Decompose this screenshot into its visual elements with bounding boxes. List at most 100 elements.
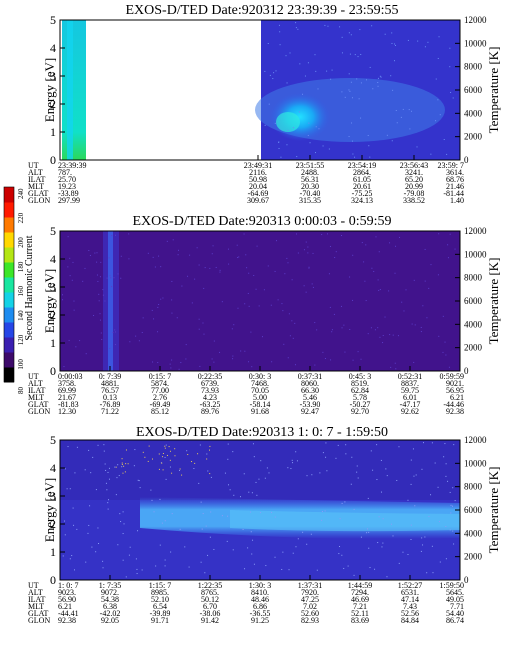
y2-axis-label: Temperature [K] [486,258,501,345]
noise-speck [211,253,213,255]
noise-speck [422,442,424,444]
noise-speck [335,457,337,459]
noise-speck [111,235,113,237]
noise-speck [184,546,186,548]
noise-speck [239,496,241,498]
ut-tick-label: 1:37:31 [298,581,322,590]
noise-speck [219,269,221,271]
noise-speck [66,488,68,490]
y2-tick-label: 4000 [464,108,483,118]
noise-speck [350,81,352,83]
noise-speck [109,275,111,277]
noise-speck [314,364,316,366]
noise-speck [117,273,119,275]
noise-speck [367,333,369,335]
noise-speck [227,458,229,460]
y2-tick-label: 2000 [464,343,483,353]
noise-speck [186,450,188,452]
y-tick-label: 5 [50,433,56,447]
noise-speck [375,236,377,238]
noise-speck [69,275,71,277]
noise-speck [202,513,204,515]
noise-speck [312,286,314,288]
noise-speck [125,576,127,578]
noise-speck [377,327,379,329]
noise-speck [410,110,412,112]
ephemeris-value: -53.90 [300,400,321,409]
noise-speck [341,554,343,556]
ephemeris-value: 76.57 [101,386,119,395]
noise-speck [450,504,452,506]
noise-speck [164,565,166,567]
noise-speck [100,261,102,263]
noise-speck [328,273,330,275]
noise-speck [377,542,379,544]
noise-speck [391,140,393,142]
noise-speck [386,576,388,578]
noise-speck [203,333,205,335]
noise-speck [413,279,415,281]
noise-speck [284,273,286,275]
ephemeris-value: 66.30 [301,386,319,395]
ephemeris-value: 5645. [446,588,464,597]
noise-speck [243,473,245,475]
ephemeris-row-label: MLT [28,182,44,191]
noise-speck [352,299,354,301]
noise-speck [431,442,433,444]
noise-speck [269,74,271,76]
y2-tick-label: 10000 [464,249,487,259]
ephemeris-value: 85.12 [151,407,169,416]
noise-speck [377,77,379,79]
noise-speck [369,567,371,569]
noise-speck [275,70,277,72]
noise-speck [259,512,261,514]
noise-speck [174,448,176,450]
noise-speck [352,153,354,155]
noise-speck [98,300,100,302]
ephemeris-row-label: GLON [28,196,50,205]
ephemeris-value: 91.71 [151,616,169,625]
noise-speck [420,550,422,552]
noise-speck [71,555,73,557]
ut-tick-label: 23:59: 7 [438,161,464,170]
noise-speck [124,471,126,473]
ephemeris-value: -50.27 [350,400,371,409]
noise-speck [204,572,206,574]
background-texture [60,231,460,371]
ephemeris-value: 52.56 [401,609,419,618]
noise-speck [294,322,296,324]
noise-speck [96,252,98,254]
y-tick-label: 3 [50,69,56,83]
noise-speck [420,331,422,333]
noise-speck [169,466,171,468]
noise-speck [62,299,64,301]
noise-speck [171,472,173,474]
ephemeris-value: 2116. [249,168,267,177]
noise-speck [237,307,239,309]
noise-speck [264,477,266,479]
noise-speck [351,97,353,99]
noise-speck [447,480,449,482]
ephemeris-row-label: UT [28,581,39,590]
noise-speck [399,236,401,238]
ephemeris-value: 47.25 [301,595,319,604]
noise-speck [438,233,440,235]
ephemeris-value: 20.04 [249,182,267,191]
y2-tick-label: 0 [464,366,469,376]
noise-speck [62,555,64,557]
ephemeris-value: 86.74 [446,616,464,625]
noise-speck [252,539,254,541]
noise-speck [64,468,66,470]
ephemeris-value: 6.86 [253,602,267,611]
noise-speck [180,362,182,364]
noise-speck [209,536,211,538]
noise-speck [158,303,160,305]
noise-speck [315,70,317,72]
noise-speck [289,335,291,337]
noise-speck [237,257,239,259]
noise-speck [338,553,340,555]
ephemeris-row-label: ALT [28,588,43,597]
noise-speck [351,140,353,142]
noise-speck [117,464,119,466]
